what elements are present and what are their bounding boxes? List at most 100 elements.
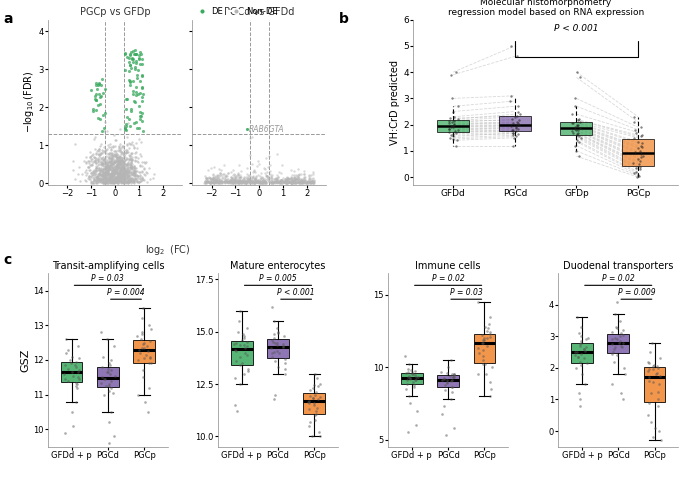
Point	[132, 167, 142, 175]
Point	[106, 356, 117, 364]
Point	[232, 408, 242, 415]
Point	[403, 365, 414, 373]
Point	[635, 150, 646, 158]
Point	[99, 179, 110, 187]
Point	[643, 365, 654, 373]
Point	[86, 162, 97, 169]
Point	[118, 157, 129, 164]
Point	[252, 178, 263, 186]
Point	[222, 179, 233, 187]
Point	[225, 177, 236, 185]
Point	[101, 164, 112, 171]
Point	[578, 345, 589, 353]
Point	[269, 178, 280, 186]
Point	[101, 161, 112, 169]
Point	[90, 179, 101, 187]
Point	[134, 161, 145, 169]
Point	[90, 177, 101, 185]
Point	[117, 178, 128, 186]
Point	[269, 177, 280, 185]
Point	[299, 174, 310, 182]
Point	[654, 372, 665, 380]
Point	[125, 81, 136, 89]
Point	[265, 174, 276, 182]
Point	[304, 176, 315, 184]
Point	[116, 168, 127, 176]
Point	[447, 374, 458, 382]
Point	[112, 170, 123, 178]
Point	[118, 171, 129, 179]
Point	[275, 177, 286, 185]
Point	[95, 151, 105, 159]
Point	[94, 169, 105, 177]
Point	[114, 139, 125, 147]
Point	[101, 176, 112, 184]
Point	[266, 179, 277, 187]
Point	[257, 178, 268, 186]
Point	[112, 153, 123, 161]
Point	[295, 175, 306, 183]
Point	[614, 339, 625, 347]
Point	[477, 339, 488, 347]
Point	[110, 166, 121, 174]
Point	[269, 175, 280, 183]
Point	[114, 160, 125, 168]
Point	[118, 163, 129, 170]
Point	[121, 171, 132, 179]
Point	[234, 178, 245, 186]
Point	[112, 154, 123, 162]
Point	[214, 169, 225, 177]
Point	[98, 153, 109, 161]
Point	[113, 179, 124, 187]
Point	[206, 175, 217, 183]
Point	[132, 176, 143, 184]
Point	[114, 169, 125, 177]
Point	[112, 165, 123, 173]
Point	[242, 368, 253, 376]
Point	[89, 169, 100, 177]
Point	[110, 174, 121, 182]
Point	[221, 176, 232, 184]
Point	[129, 172, 140, 180]
Point	[99, 178, 110, 186]
Point	[231, 177, 242, 185]
Point	[91, 173, 102, 181]
Point	[106, 177, 117, 185]
Point	[129, 143, 140, 151]
Point	[229, 346, 240, 354]
Point	[106, 175, 117, 183]
Point	[103, 153, 114, 161]
Point	[88, 179, 99, 187]
Point	[573, 115, 584, 123]
Point	[94, 164, 105, 172]
Point	[452, 115, 463, 123]
Point	[137, 173, 148, 181]
Point	[131, 167, 142, 175]
Point	[98, 170, 109, 178]
Point	[102, 145, 113, 153]
Point	[88, 105, 99, 113]
Point	[104, 164, 115, 172]
Point	[202, 178, 213, 186]
Point	[568, 119, 579, 127]
Point	[290, 174, 301, 182]
Point	[511, 133, 522, 140]
Point	[570, 352, 581, 359]
Point	[208, 175, 219, 183]
Point	[212, 179, 223, 187]
Point	[122, 95, 133, 103]
Point	[108, 143, 119, 151]
Point	[235, 178, 246, 186]
Point	[235, 341, 246, 349]
Point	[112, 176, 123, 184]
Point	[240, 177, 251, 185]
Point	[121, 161, 132, 169]
Point	[114, 174, 125, 182]
Point	[117, 141, 128, 149]
Point	[112, 164, 123, 172]
Point	[101, 167, 112, 175]
Point	[127, 178, 138, 186]
Point	[240, 178, 251, 186]
Point	[104, 152, 115, 160]
Point	[106, 151, 117, 159]
